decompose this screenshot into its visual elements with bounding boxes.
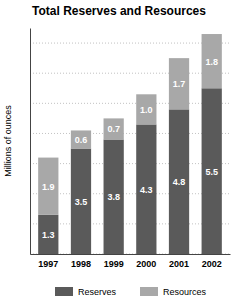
- x-axis: 1997 1998 1999 2000 2001 2002: [31, 254, 231, 269]
- data-label: 1.0: [140, 105, 153, 115]
- bar: [71, 130, 91, 148]
- x-tick: 1997: [38, 254, 58, 269]
- x-tick: 1999: [104, 254, 124, 269]
- bar: [104, 139, 124, 254]
- data-label: 4.3: [140, 185, 153, 195]
- legend: Reserves Resources: [55, 287, 207, 297]
- data-labels: 1.3 3.5 3.8 4.3 4.8 5.5 1.9 0.6 0.7 1.0 1.7 1.8: [42, 57, 218, 240]
- bar: [169, 58, 189, 109]
- bar: [202, 88, 222, 254]
- legend-swatch: [55, 287, 73, 296]
- x-tick-label: 2000: [136, 259, 156, 269]
- legend-label: Resources: [163, 287, 207, 297]
- data-label: 1.7: [173, 79, 186, 89]
- grid: [30, 43, 230, 254]
- data-label: 3.5: [75, 197, 88, 207]
- chart: Total Reserves and Resources Millions of …: [0, 0, 238, 306]
- bar: [202, 34, 222, 88]
- bar: [169, 109, 189, 254]
- grid-line: [30, 103, 230, 104]
- bar: [38, 158, 58, 215]
- bar: [104, 118, 124, 139]
- data-label: 0.7: [107, 124, 120, 134]
- bar: [136, 124, 156, 254]
- bars: [38, 34, 222, 254]
- bar: [38, 215, 58, 254]
- grid-line: [30, 223, 230, 224]
- y-label: Millions of ounces: [3, 105, 13, 177]
- grid-line: [30, 133, 230, 134]
- x-tick: 1998: [71, 254, 91, 269]
- legend-label: Reserves: [78, 287, 117, 297]
- grid-line: [30, 193, 230, 194]
- x-tick-label: 2001: [169, 259, 189, 269]
- data-label: 5.5: [205, 167, 218, 177]
- bar: [136, 94, 156, 124]
- x-axis-line: [31, 254, 231, 255]
- data-label: 1.3: [42, 230, 55, 240]
- grid-line: [30, 73, 230, 74]
- data-label: 1.9: [42, 182, 55, 192]
- x-tick-label: 1999: [104, 259, 124, 269]
- x-tick: 2001: [169, 254, 189, 269]
- x-tick-label: 1997: [38, 259, 58, 269]
- grid-line: [30, 163, 230, 164]
- data-label: 0.6: [75, 135, 88, 145]
- x-tick: 2002: [202, 254, 222, 269]
- y-axis: [30, 29, 32, 255]
- data-label: 4.8: [173, 177, 186, 187]
- title: Total Reserves and Resources: [32, 4, 206, 18]
- x-tick-label: 1998: [71, 259, 91, 269]
- grid-line: [30, 254, 230, 255]
- grid-line: [30, 43, 230, 44]
- x-tick-label: 2002: [202, 259, 222, 269]
- data-label: 1.8: [205, 57, 218, 67]
- bar: [71, 149, 91, 254]
- x-tick: 2000: [136, 254, 156, 269]
- legend-swatch: [140, 287, 158, 296]
- y-axis-line: [30, 29, 31, 255]
- data-label: 3.8: [107, 192, 120, 202]
